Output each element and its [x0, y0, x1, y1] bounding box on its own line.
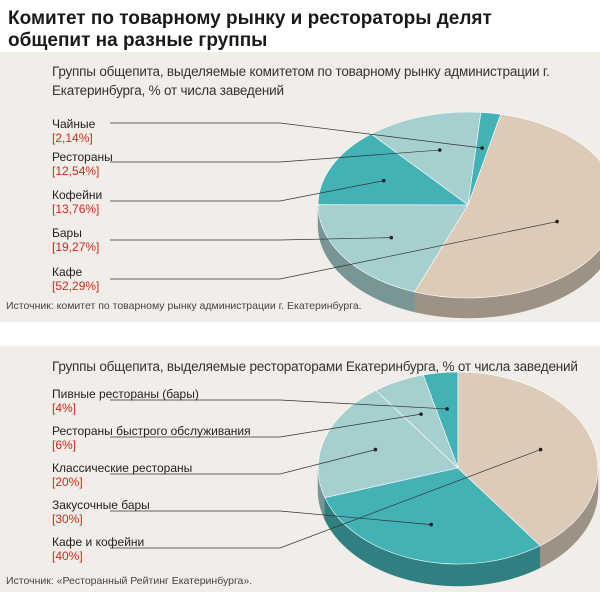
leader-dot — [381, 178, 386, 183]
main-title: Комитет по товарному рынку и рестораторы… — [8, 8, 492, 51]
chart-1-source: Источник: комитет по товарному рынку адм… — [6, 300, 362, 312]
pie-slice — [317, 204, 469, 293]
leader-line — [110, 399, 448, 410]
legend-value: [12,54%] — [52, 164, 100, 178]
legend-value: [13,76%] — [52, 202, 100, 216]
leader-line — [110, 180, 384, 202]
legend-name: Бары — [52, 226, 82, 240]
leader-line — [110, 237, 392, 241]
legend-value: [52,29%] — [52, 279, 100, 293]
leader-line — [110, 510, 432, 525]
leader-dot — [538, 447, 543, 452]
legend-value: [6%] — [52, 438, 77, 452]
legend-name: Кафе и кофейни — [52, 535, 145, 549]
legend-name: Кафе — [52, 265, 83, 279]
leader-dot — [555, 219, 559, 224]
leader-dot — [429, 522, 433, 527]
leader-dot — [437, 148, 442, 152]
leader-dot — [480, 146, 484, 150]
legend-value: [19,27%] — [52, 240, 100, 254]
leader-line — [110, 449, 541, 549]
leader-line — [110, 221, 558, 280]
chart-1-title: Группы общепита, выделяемые комитетом по… — [52, 64, 550, 98]
legend-value: [30%] — [52, 512, 83, 526]
leader-dot — [389, 235, 394, 240]
legend-name: Пивные рестораны (бары) — [52, 387, 199, 401]
leader-dot — [445, 407, 449, 411]
legend-value: [4%] — [52, 401, 77, 415]
pie-chart-2 — [110, 371, 599, 587]
legend-name: Кофейни — [52, 188, 103, 202]
leader-line — [110, 413, 422, 438]
chart-2-title: Группы общепита, выделяемые рестораторам… — [52, 359, 578, 374]
leader-dot — [373, 447, 378, 452]
leader-line — [110, 122, 483, 149]
pie-slice — [457, 371, 599, 547]
pie-chart-1 — [110, 111, 600, 319]
pie-slice — [414, 113, 600, 299]
leader-line — [110, 449, 376, 475]
legend-value: [20%] — [52, 475, 83, 489]
legend-name: Рестораны быстрого обслуживания — [52, 424, 251, 438]
legend-value: [40%] — [52, 549, 83, 563]
pie-slice — [317, 389, 459, 499]
pie-slice — [317, 133, 469, 206]
pie-slice — [324, 467, 541, 565]
legend-name: Закусочные бары — [52, 498, 150, 512]
legend-name: Рестораны — [52, 150, 113, 164]
legend-name: Чайные — [52, 117, 96, 131]
chart-2-source: Источник: «Ресторанный Рейтинг Екатеринб… — [6, 575, 253, 587]
leader-line — [110, 149, 440, 163]
legend-value: [2,14%] — [52, 131, 93, 145]
leader-dot — [419, 412, 423, 416]
pie-slice — [370, 111, 482, 206]
legend-name: Классические рестораны — [52, 461, 193, 475]
